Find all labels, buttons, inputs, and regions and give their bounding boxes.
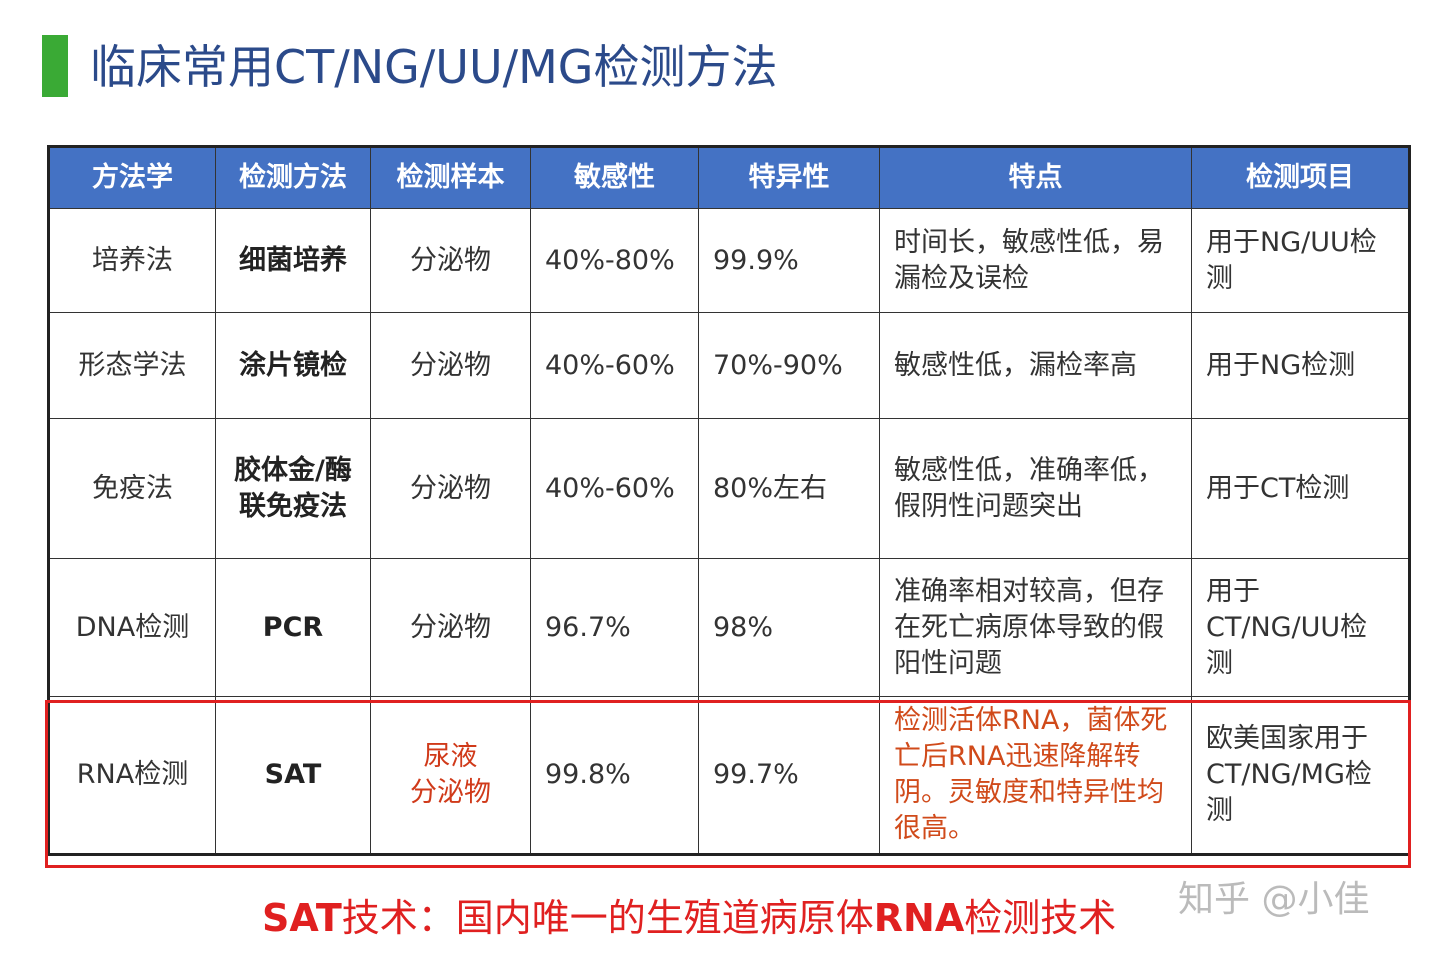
- table-row: 培养法 细菌培养 分泌物 40%-80% 99.9% 时间长，敏感性低，易漏检及误检 用于N…: [48, 208, 1410, 313]
- table-cell: 胶体金/酶联免疫法: [215, 418, 371, 559]
- table-cell: 80%左右: [698, 418, 880, 559]
- footer-note: SAT技术：国内唯一的生殖道病原体RNA检测技术: [262, 890, 1116, 946]
- table-cell: DNA检测: [48, 558, 216, 697]
- column-header: 特点: [879, 146, 1192, 209]
- table-cell: 40%-60%: [530, 312, 699, 419]
- column-header: 检测项目: [1191, 146, 1410, 209]
- watermark: 知乎 @小佳: [1178, 879, 1370, 920]
- table-cell: 99.9%: [698, 208, 880, 313]
- table-cell: 准确率相对较高，但存在死亡病原体导致的假阳性问题: [879, 558, 1192, 697]
- table-cell: 时间长，敏感性低，易漏检及误检: [879, 208, 1192, 313]
- accent-bar: [42, 35, 68, 97]
- table-cell: 细菌培养: [215, 208, 371, 313]
- table-cell: 尿液 分泌物: [370, 696, 531, 855]
- table-cell: 形态学法: [48, 312, 216, 419]
- table-cell: 用于CT检测: [1191, 418, 1410, 559]
- column-header: 方法学: [48, 146, 216, 209]
- table-cell: 99.8%: [530, 696, 699, 855]
- table-cell: 免疫法: [48, 418, 216, 559]
- table-body: 培养法 细菌培养 分泌物 40%-80% 99.9% 时间长，敏感性低，易漏检及误检 用于N…: [48, 208, 1410, 855]
- column-header: 检测样本: [370, 146, 531, 209]
- table-cell: 培养法: [48, 208, 216, 313]
- table-cell: 欧美国家用于CT/NG/MG检测: [1191, 696, 1410, 855]
- table-row: 形态学法 涂片镜检 分泌物 40%-60% 70%-90% 敏感性低，漏检率高 用于NG检测: [48, 312, 1410, 419]
- table-cell: 用于NG/UU检测: [1191, 208, 1410, 313]
- table-cell: 分泌物: [370, 558, 531, 697]
- table-cell: 40%-80%: [530, 208, 699, 313]
- table-cell: 70%-90%: [698, 312, 880, 419]
- column-header: 特异性: [698, 146, 880, 209]
- column-header: 检测方法: [215, 146, 371, 209]
- table-cell: 96.7%: [530, 558, 699, 697]
- table-cell: 涂片镜检: [215, 312, 371, 419]
- table-cell: RNA检测: [48, 696, 216, 855]
- footer-text: SAT: [262, 896, 342, 940]
- table-cell: 用于CT/NG/UU检测: [1191, 558, 1410, 697]
- table-cell: 敏感性低，漏检率高: [879, 312, 1192, 419]
- table-cell: PCR: [215, 558, 371, 697]
- table-row: RNA检测 SAT 尿液 分泌物 99.8% 99.7% 检测活体RNA，菌体死亡后RNA…: [48, 696, 1410, 855]
- table-cell: 用于NG检测: [1191, 312, 1410, 419]
- table-cell: 分泌物: [370, 418, 531, 559]
- table-cell: 分泌物: [370, 208, 531, 313]
- table-row: DNA检测 PCR 分泌物 96.7% 98% 准确率相对较高，但存在死亡病原体导致的假阳…: [48, 558, 1410, 697]
- footer-text: 技术：国内唯一的生殖道病原体: [341, 896, 874, 940]
- methods-table: 方法学 检测方法 检测样本 敏感性 特异性 特点 检测项目 培养法 细菌培养 分泌物 40%-80…: [47, 145, 1411, 856]
- table-cell: 40%-60%: [530, 418, 699, 559]
- table-cell: 检测活体RNA，菌体死亡后RNA迅速降解转阴。灵敏度和特异性均很高。: [879, 696, 1192, 855]
- footer-text: RNA: [873, 896, 965, 940]
- header-row: 方法学 检测方法 检测样本 敏感性 特异性 特点 检测项目: [48, 146, 1410, 209]
- table-cell: 敏感性低，准确率低，假阴性问题突出: [879, 418, 1192, 559]
- table-cell: SAT: [215, 696, 371, 855]
- column-header: 敏感性: [530, 146, 699, 209]
- table-cell: 98%: [698, 558, 880, 697]
- table-cell: 分泌物: [370, 312, 531, 419]
- title: 临床常用CT/NG/UU/MG检测方法: [90, 40, 778, 94]
- table-cell: 99.7%: [698, 696, 880, 855]
- footer-text: 检测技术: [964, 896, 1117, 940]
- table-row: 免疫法 胶体金/酶联免疫法 分泌物 40%-60% 80%左右 敏感性低，准确率低，假阴性…: [48, 418, 1410, 559]
